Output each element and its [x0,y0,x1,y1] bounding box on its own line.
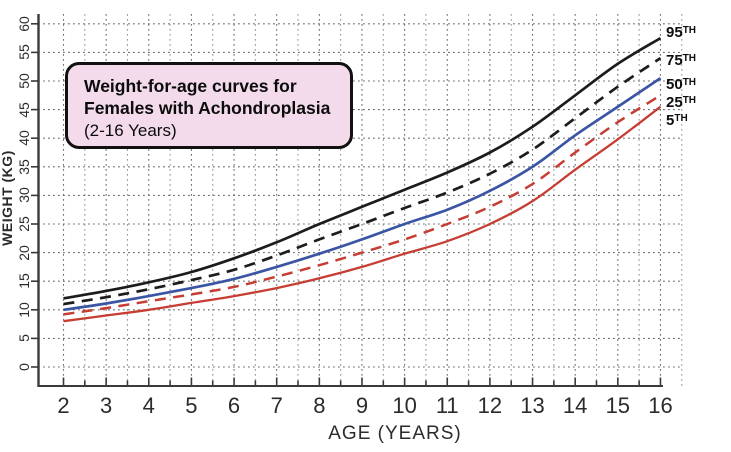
y-tick-label: 15 [16,273,32,289]
x-tick-label: 7 [270,393,283,418]
curve-95th [63,36,662,300]
percentile-label-25th: 25TH [666,94,697,111]
y-tick-label: 25 [16,216,32,232]
x-axis-title: AGE (YEARS) [328,423,462,444]
chart-title-line2: Females with Achondroplasia [84,98,331,118]
y-tick-label: 40 [16,130,32,146]
x-tick-label: 12 [477,393,503,418]
x-tick-label: 14 [562,393,588,418]
y-tick-label: 35 [16,159,32,175]
x-tick-label: 5 [185,393,198,418]
percentile-label-50th: 50TH [666,76,697,93]
x-tick-label: 8 [313,393,326,418]
x-tick-label: 6 [227,393,241,418]
x-tick-label: 11 [435,393,459,418]
chart-title-line3: (2-16 Years) [84,121,177,140]
x-tick-label: 10 [392,393,417,418]
x-tick-label: 3 [100,393,113,418]
y-tick-label: 60 [16,16,32,32]
x-tick-label: 13 [520,393,545,418]
y-tick-label: 20 [16,244,32,261]
curve-5th [63,105,662,323]
y-tick-label: 5 [16,334,32,343]
y-tick-label: 55 [16,44,32,61]
percentile-label-5th: 5TH [666,112,688,129]
y-tick-label: 45 [16,101,32,118]
x-tick-label: 15 [605,393,631,418]
y-tick-label: 0 [16,363,32,371]
y-tick-label: 10 [16,302,32,318]
y-tick-label: 30 [16,187,32,204]
y-tick-label: 50 [16,73,32,89]
percentile-label-95th: 95TH [666,24,697,41]
x-tick-label: 2 [57,393,70,418]
percentile-label-75th: 75TH [666,52,697,69]
curve-75th [63,56,662,306]
curve-50th [63,76,662,312]
x-tick-label: 4 [142,393,155,418]
x-tick-label: 16 [648,393,673,418]
x-tick-label: 9 [355,393,369,418]
chart-title-line1: Weight-for-age curves for [84,76,297,96]
chart-title-box: Weight-for-age curves for Females with A… [65,62,353,149]
curve-25th [63,94,662,316]
